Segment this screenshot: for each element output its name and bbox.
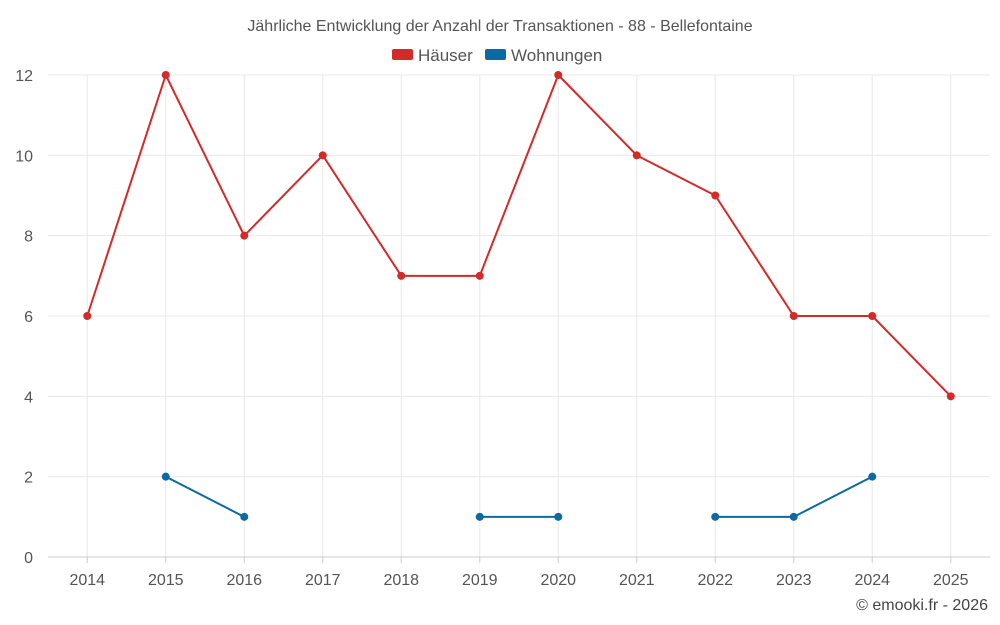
data-point-haeuser[interactable] [83,312,92,320]
data-point-wohnungen[interactable] [161,472,170,481]
y-tick-label: 8 [24,229,33,246]
data-point-haeuser[interactable] [711,191,720,200]
x-tick-label: 2025 [933,572,969,589]
y-tick-label: 12 [15,68,33,85]
data-point-wohnungen[interactable] [868,472,877,481]
chart-title: Jährliche Entwicklung der Anzahl der Tra… [247,18,752,35]
x-tick-label: 2019 [462,572,498,589]
series-line-wohnungen [165,475,245,518]
x-tick-label: 2017 [305,572,341,589]
data-point-wohnungen[interactable] [711,512,720,521]
legend-label-haeuser[interactable]: Häuser [418,46,473,65]
x-tick-label: 2022 [697,572,733,589]
data-point-haeuser[interactable] [946,392,955,401]
data-point-haeuser[interactable] [161,71,170,79]
legend: Häuser Wohnungen [392,46,602,65]
x-tick-label: 2014 [69,572,105,589]
x-tick-label: 2023 [776,572,812,589]
y-tick-label: 0 [24,550,33,567]
data-point-haeuser[interactable] [240,231,249,240]
x-tick-label: 2020 [540,572,576,589]
legend-label-wohnungen[interactable]: Wohnungen [511,46,602,65]
x-tick-label: 2016 [226,572,262,589]
legend-swatch-haeuser [392,49,413,60]
x-tick-label: 2024 [854,572,890,589]
x-tick-label: 2018 [383,572,419,589]
data-point-wohnungen[interactable] [475,512,484,521]
data-point-haeuser[interactable] [632,151,641,160]
x-tick-label: 2021 [619,572,655,589]
y-tick-label: 4 [24,389,33,406]
series-line-haeuser [86,74,952,398]
y-tick-label: 6 [24,309,33,326]
data-point-wohnungen[interactable] [240,512,249,521]
data-point-haeuser[interactable] [554,71,563,79]
data-point-haeuser[interactable] [397,271,406,280]
data-point-haeuser[interactable] [475,271,484,280]
data-point-wohnungen[interactable] [789,512,798,521]
data-point-wohnungen[interactable] [554,512,563,521]
credit-text: © emooki.fr - 2026 [856,597,988,614]
x-tick-label: 2015 [148,572,184,589]
y-tick-label: 10 [15,148,33,165]
data-point-haeuser[interactable] [318,151,327,160]
data-point-haeuser[interactable] [789,312,798,320]
y-tick-label: 2 [24,470,33,487]
data-point-haeuser[interactable] [868,312,877,320]
legend-swatch-wohnungen [485,49,506,60]
